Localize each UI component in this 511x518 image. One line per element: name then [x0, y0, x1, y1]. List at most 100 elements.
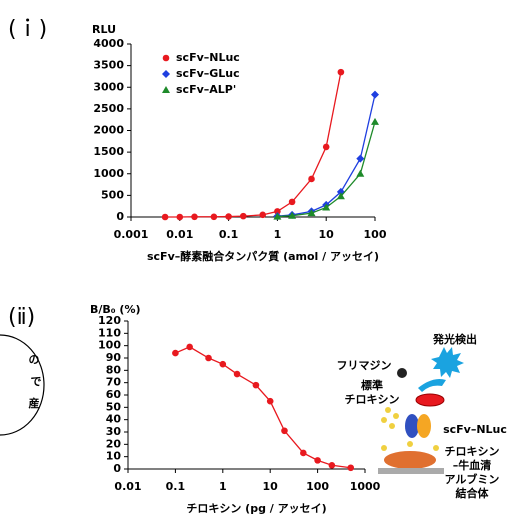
point: [211, 213, 218, 220]
point: [371, 118, 379, 125]
diagram-label: scFv–NLuc: [443, 423, 507, 436]
x-tick-label: 0.01: [166, 228, 193, 241]
x-tick-label: 0.1: [219, 228, 239, 241]
point: [177, 214, 184, 221]
point: [267, 398, 274, 405]
point: [323, 144, 330, 151]
point: [289, 199, 296, 206]
point: [186, 344, 193, 351]
y-tick-label: 40: [106, 413, 122, 426]
point: [240, 213, 247, 220]
point: [308, 176, 315, 183]
y-tick-label: 0: [116, 210, 124, 223]
y-tick-label: 1500: [93, 145, 124, 158]
arrow: [418, 379, 446, 392]
thyroxine: [393, 413, 399, 419]
y-tick-label: 500: [101, 188, 124, 201]
y-tick-label: 70: [106, 376, 122, 389]
thyroxine: [381, 445, 387, 451]
point: [191, 213, 198, 220]
legend-marker: [162, 86, 170, 93]
furimazine-dot: [397, 368, 407, 378]
y-tick-label: 3500: [93, 59, 124, 72]
diagram-label: 結合体: [456, 486, 490, 500]
y-tick-label: 90: [106, 351, 122, 364]
point: [162, 214, 169, 221]
x-tick-label: 1: [219, 480, 227, 493]
point: [300, 450, 307, 457]
point: [225, 213, 232, 220]
scfv: [417, 414, 431, 438]
diagram-label: 標準: [361, 378, 383, 392]
x-tick-label: 0.01: [114, 480, 141, 493]
thyroxine: [381, 417, 387, 423]
bsa: [384, 451, 436, 469]
point: [329, 462, 336, 469]
series-line: [175, 347, 350, 468]
diagram-label: アルブミン: [445, 472, 500, 486]
y-tick-label: 60: [106, 388, 122, 401]
y-tick-label: 20: [106, 437, 122, 450]
x-tick-label: 0.1: [166, 480, 186, 493]
x-axis-label: チロキシン (pg / アッセイ): [186, 502, 326, 515]
legend-label: scFv–NLuc: [176, 51, 240, 64]
panel-label: (ｉ): [8, 17, 47, 42]
y-tick-label: 50: [106, 400, 122, 413]
y-tick-label: 110: [98, 326, 121, 339]
callout-text: 産: [29, 396, 40, 410]
point: [234, 371, 241, 378]
y-tick-label: 1000: [93, 167, 124, 180]
point: [356, 170, 364, 177]
y-tick-label: 80: [106, 363, 122, 376]
diagram-label: 発光検出: [432, 332, 477, 346]
thyroxine: [385, 407, 391, 413]
x-tick-label: 1000: [350, 480, 381, 493]
nluc: [416, 394, 444, 406]
y-tick-label: 10: [106, 450, 122, 463]
y-tick-label: 2000: [93, 124, 124, 137]
point: [338, 69, 345, 76]
y-tick-label: 30: [106, 425, 122, 438]
callout-text: の: [29, 353, 40, 366]
light-burst: [431, 347, 464, 378]
point: [356, 155, 364, 163]
x-tick-label: 100: [306, 480, 329, 493]
diagram-label: チロキシン: [345, 393, 400, 406]
x-tick-label: 10: [319, 228, 335, 241]
y-tick-label: 120: [98, 314, 121, 327]
y-tick-label: 0: [113, 462, 121, 475]
legend-label: scFv–ALP': [176, 83, 236, 96]
thyroxine: [433, 445, 439, 451]
figure: の で 産 発光検出 フリマジン 標準 チロキシン scFv–NLuc チロキシ…: [0, 0, 511, 518]
point: [205, 355, 212, 362]
y-axis-label: RLU: [92, 23, 116, 36]
callout-text: で: [31, 375, 42, 388]
point: [281, 427, 288, 434]
x-tick-label: 100: [364, 228, 387, 241]
scfv: [405, 414, 419, 438]
x-tick-label: 1: [274, 228, 282, 241]
legend-marker: [163, 55, 170, 62]
point: [172, 350, 179, 357]
point: [253, 382, 260, 389]
diagram-label: –牛血清: [453, 458, 492, 472]
panel-label: (ⅱ): [8, 305, 35, 330]
x-axis-label: scFv–酵素融合タンパク質 (amol / アッセイ): [147, 249, 379, 263]
point: [371, 91, 379, 99]
point: [347, 464, 354, 471]
y-tick-label: 2500: [93, 102, 124, 115]
legend-label: scFv–GLuc: [176, 67, 240, 80]
x-tick-label: 10: [263, 480, 279, 493]
y-tick-label: 4000: [93, 37, 124, 50]
point: [259, 212, 266, 219]
x-tick-label: 0.001: [114, 228, 149, 241]
point: [220, 361, 227, 368]
diagram-label: チロキシン: [445, 445, 500, 458]
point: [314, 457, 321, 464]
legend-marker: [162, 70, 170, 78]
thyroxine: [389, 423, 395, 429]
y-tick-label: 3000: [93, 80, 124, 93]
diagram-label: フリマジン: [337, 359, 392, 372]
thyroxine: [407, 441, 413, 447]
y-tick-label: 100: [98, 339, 121, 352]
